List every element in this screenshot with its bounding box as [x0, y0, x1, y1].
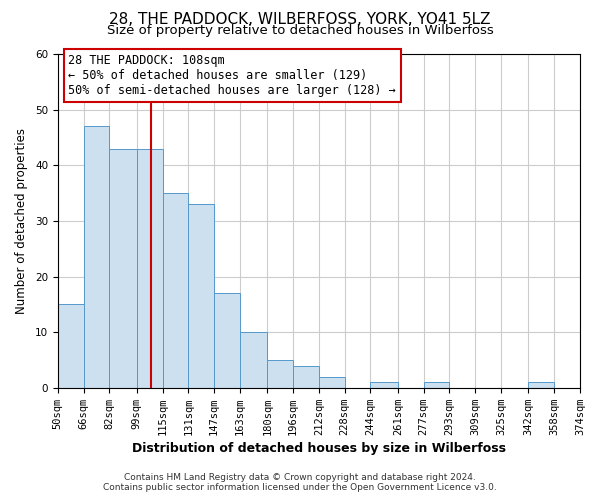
- Y-axis label: Number of detached properties: Number of detached properties: [15, 128, 28, 314]
- Bar: [424, 382, 449, 388]
- Bar: [240, 332, 268, 388]
- Text: 28 THE PADDOCK: 108sqm
← 50% of detached houses are smaller (129)
50% of semi-de: 28 THE PADDOCK: 108sqm ← 50% of detached…: [68, 54, 396, 97]
- Bar: [214, 293, 240, 388]
- Bar: [319, 376, 344, 388]
- Text: Contains HM Land Registry data © Crown copyright and database right 2024.
Contai: Contains HM Land Registry data © Crown c…: [103, 473, 497, 492]
- Text: 28, THE PADDOCK, WILBERFOSS, YORK, YO41 5LZ: 28, THE PADDOCK, WILBERFOSS, YORK, YO41 …: [109, 12, 491, 28]
- Bar: [83, 126, 109, 388]
- Bar: [163, 193, 188, 388]
- Bar: [188, 204, 214, 388]
- Bar: [137, 148, 163, 388]
- Bar: [370, 382, 398, 388]
- Bar: [268, 360, 293, 388]
- Bar: [580, 382, 600, 388]
- Bar: [293, 366, 319, 388]
- Bar: [529, 382, 554, 388]
- Bar: [58, 304, 83, 388]
- X-axis label: Distribution of detached houses by size in Wilberfoss: Distribution of detached houses by size …: [132, 442, 506, 455]
- Bar: [109, 148, 137, 388]
- Text: Size of property relative to detached houses in Wilberfoss: Size of property relative to detached ho…: [107, 24, 493, 37]
